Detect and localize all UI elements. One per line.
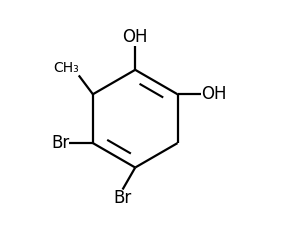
Text: OH: OH [123,28,148,46]
Text: OH: OH [201,85,227,103]
Text: CH₃: CH₃ [53,61,79,75]
Text: Br: Br [113,189,132,208]
Text: Br: Br [51,134,69,152]
